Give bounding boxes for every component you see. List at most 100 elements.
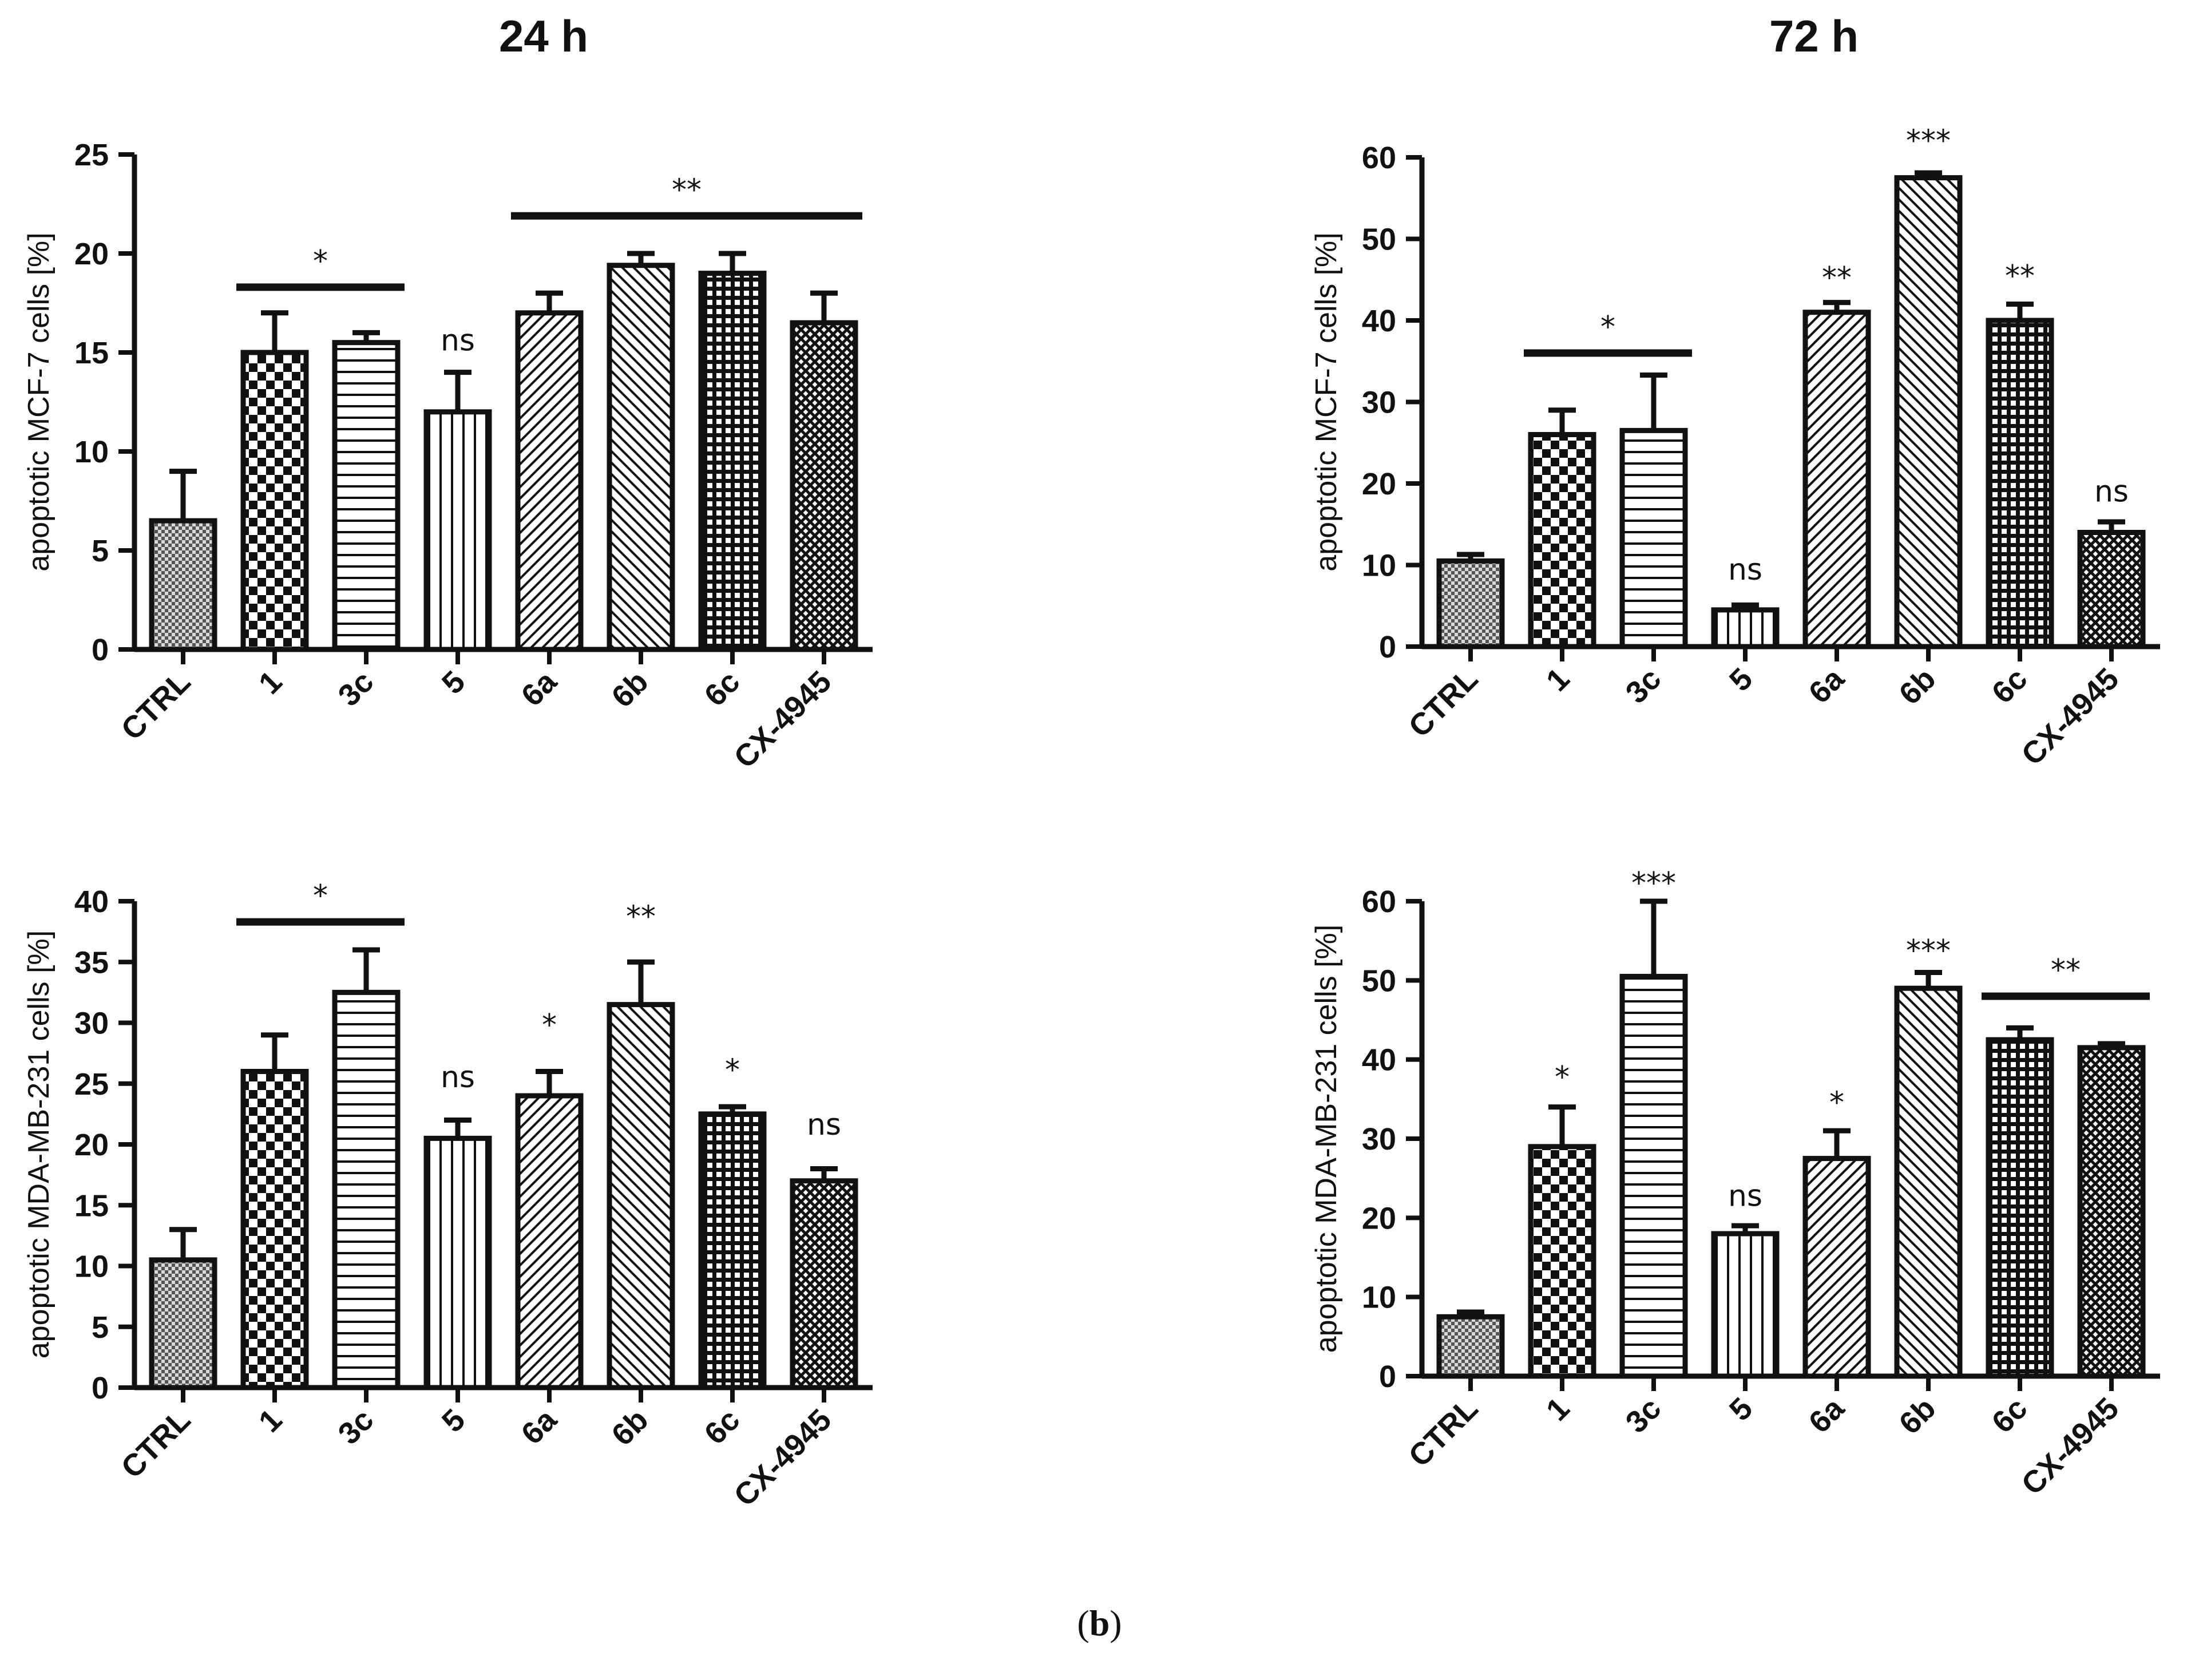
y-tick-label: 5 [92,534,109,568]
bar-CX-4945 [790,320,858,652]
significance-label: ** [1822,261,1852,295]
significance-label: * [1600,310,1615,344]
y-tick-label: 0 [92,633,109,667]
significance-label: * [1829,1085,1844,1120]
bar-6b [607,263,675,652]
x-tick-label: 1 [1540,661,1576,698]
bar-CX-4945 [2077,1045,2146,1379]
bar-6b [1894,985,1963,1379]
x-tick-label: 1 [1540,1391,1576,1428]
bar-5 [1711,1231,1780,1379]
y-tick-label: 10 [1362,1281,1396,1315]
significance-label: * [542,1008,557,1043]
bar-CTRL [149,518,217,652]
y-tick-label: 20 [74,237,109,271]
bar-6b [607,1002,675,1390]
y-tick-label: 30 [1362,1122,1396,1156]
bar-6a [1802,1156,1871,1379]
y-tick-label: 20 [74,1128,109,1162]
x-tick-label: 6c [1986,1391,2034,1440]
bar-5 [423,409,492,652]
bar-1 [240,350,309,652]
y-tick-label: 0 [1379,630,1396,664]
bar-6a [515,1093,584,1390]
bar-1 [1528,1144,1596,1379]
heading-24h: 24 h [498,11,589,61]
bar-CTRL [1436,558,1505,649]
y-tick-label: 60 [1362,885,1396,919]
bar-6b [1894,175,1963,649]
x-tick-label: CX-4945 [2015,661,2125,772]
bar-5 [1711,607,1780,649]
bar-3c [332,989,401,1390]
bar-3c [332,340,401,652]
significance-label: ns [2094,474,2129,509]
significance-label: *** [1631,866,1676,901]
x-tick-label: 6a [1802,661,1852,710]
x-tick-label: CX-4945 [727,1402,838,1513]
significance-label: ** [626,900,656,934]
y-axis-label: apoptotic MCF-7 cells [%] [22,232,56,571]
significance-label: ns [1728,553,1762,587]
significance-label: * [725,1053,740,1087]
y-tick-label: 30 [1362,386,1396,420]
x-tick-label: 5 [1723,661,1760,698]
significance-label: *** [1906,124,1951,159]
chart-mda-72h: 0 10 20 30 40 50 60 apoptotic MDA-MB-231 cells … [1310,866,2160,1501]
y-tick-label: 30 [74,1007,109,1041]
y-tick-label: 50 [1362,964,1396,998]
bar-6a [515,310,584,652]
significance-label: ** [2005,259,2035,294]
x-tick-label: 6c [698,1402,747,1451]
bar-CTRL [1436,1314,1505,1379]
x-tick-label: 3c [1619,1391,1668,1440]
x-tick-label: 6b [1892,661,1942,711]
significance-label: ns [441,1060,475,1095]
x-tick-label: 6b [605,664,655,714]
y-tick-label: 40 [1362,304,1396,338]
y-tick-label: 35 [74,945,109,980]
x-tick-label: CTRL [1402,1391,1484,1473]
y-tick-label: 10 [1362,549,1396,583]
y-tick-label: 25 [74,138,109,172]
x-tick-label: CX-4945 [2015,1391,2125,1501]
y-axis-label: apoptotic MDA-MB-231 cells [%] [1310,925,1343,1353]
significance-label: * [313,244,328,279]
bar-CX-4945 [2077,530,2146,649]
heading-72h: 72 h [1769,11,1859,61]
bar-CTRL [149,1257,217,1390]
x-tick-label: 3c [332,664,381,713]
y-axis-label: apoptotic MDA-MB-231 cells [%] [22,930,56,1359]
y-tick-label: 50 [1362,223,1396,257]
chart-mcf7-72h: 0 10 20 30 40 50 60 apoptotic MCF-7 cells [%] CT… [1310,124,2160,772]
x-tick-label: 6c [1986,661,2034,710]
y-tick-label: 40 [74,885,109,919]
bar-3c [1619,973,1688,1379]
panel-caption: (b) [1077,1603,1122,1643]
y-tick-label: 20 [1362,1201,1396,1235]
x-tick-label: 6c [698,664,747,713]
x-tick-label: 5 [435,1402,472,1439]
y-tick-label: 20 [1362,467,1396,501]
x-tick-label: 6a [515,664,564,713]
x-tick-label: CTRL [114,664,197,747]
x-tick-label: 5 [435,664,472,701]
y-tick-label: 5 [92,1310,109,1345]
y-axis-label: apoptotic MCF-7 cells [%] [1310,232,1343,571]
x-tick-label: 1 [252,1402,289,1439]
significance-label: * [313,879,328,913]
y-tick-label: 0 [1379,1360,1396,1394]
bar-3c [1619,427,1688,649]
bar-6c [698,271,767,652]
significance-label: ** [672,173,702,207]
y-tick-label: 40 [1362,1043,1396,1077]
x-tick-label: CX-4945 [727,664,838,775]
x-tick-label: 5 [1723,1391,1760,1428]
significance-label: ** [2051,953,2081,988]
y-tick-label: 15 [74,336,109,370]
x-tick-label: CTRL [1402,661,1484,744]
y-tick-label: 60 [1362,141,1396,175]
significance-label: ns [807,1108,841,1142]
x-tick-label: 1 [252,664,289,701]
